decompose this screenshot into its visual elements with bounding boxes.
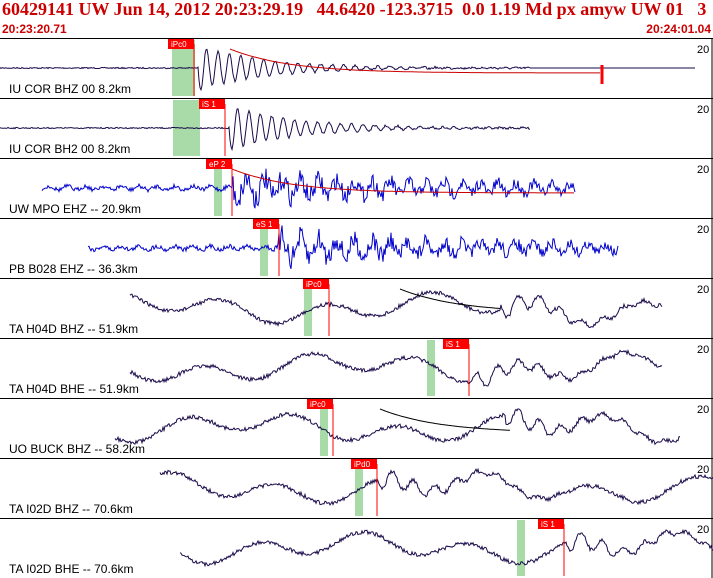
waveform — [114, 408, 681, 446]
pick-uncertainty-band — [427, 340, 435, 396]
waveform — [0, 108, 531, 152]
pick-uncertainty-band — [355, 460, 363, 516]
pick-marker[interactable] — [168, 39, 194, 49]
waveform — [0, 48, 531, 92]
trace-label: PB B028 EHZ -- 36.3km — [9, 262, 138, 276]
pick-marker[interactable] — [443, 339, 469, 349]
pick-label: eS 1 — [256, 220, 273, 229]
trace-label: IU COR BH2 00 8.2km — [9, 142, 130, 156]
pick-uncertainty-band — [517, 520, 525, 576]
scale-label: 20 — [697, 524, 709, 536]
trace-label: UO BUCK BHZ -- 58.2km — [9, 442, 145, 456]
coda-fit-curve — [231, 168, 574, 194]
coda-fit-curve — [229, 48, 600, 74]
trace-row[interactable]: iPd0 TA I02D BHZ -- 70.6km 20 — [9, 459, 713, 516]
trace-row[interactable]: iPc0 IU COR BHZ 00 8.2km 20 — [0, 39, 709, 96]
waveform — [129, 349, 663, 387]
trace-row[interactable]: iS 1 TA I02D BHE -- 70.6km 20 — [9, 519, 713, 576]
event-title: 60429141 UW Jun 14, 2012 20:23:29.19 44.… — [2, 0, 707, 19]
header: 60429141 UW Jun 14, 2012 20:23:29.19 44.… — [0, 0, 713, 36]
pick-label: iS 1 — [202, 100, 216, 109]
trace-label: TA I02D BHE -- 70.6km — [9, 562, 133, 576]
pick-label: iPd0 — [354, 460, 371, 469]
pick-label: eP 2 — [209, 160, 226, 169]
pick-uncertainty-band — [214, 160, 222, 216]
trace-row[interactable]: iS 1 TA H04D BHE -- 51.9km 20 — [9, 339, 709, 396]
pick-label: iS 1 — [541, 520, 555, 529]
pick-marker[interactable] — [199, 99, 225, 109]
scale-label: 20 — [697, 404, 709, 416]
end-time: 20:24:01.04 — [646, 22, 711, 36]
pick-uncertainty-band — [304, 280, 312, 336]
pick-marker[interactable] — [351, 459, 377, 469]
start-time: 20:23:20.71 — [2, 22, 67, 36]
scale-label: 20 — [697, 344, 709, 356]
trace-label: TA H04D BHZ -- 51.9km — [9, 322, 138, 336]
waveform — [41, 168, 576, 209]
pick-marker[interactable] — [303, 279, 329, 289]
trace-row[interactable]: iPc0 TA H04D BHZ -- 51.9km 20 — [9, 279, 709, 336]
scale-label: 20 — [697, 224, 709, 236]
scale-label: 20 — [697, 464, 709, 476]
trace-row[interactable]: eP 2 UW MPO EHZ -- 20.9km 20 — [9, 159, 709, 216]
pick-label: iPc0 — [310, 400, 326, 409]
trace-label: UW MPO EHZ -- 20.9km — [9, 202, 141, 216]
pick-marker[interactable] — [307, 399, 333, 409]
pick-marker[interactable] — [206, 159, 232, 169]
trace-row[interactable]: iS 1 IU COR BH2 00 8.2km 20 — [0, 99, 709, 156]
seismogram-panel[interactable]: iPc0 IU COR BHZ 00 8.2km 20 iS 1 IU COR BH2 … — [0, 36, 713, 578]
trace-row[interactable]: eS 1 PB B028 EHZ -- 36.3km 20 — [9, 219, 709, 276]
waveform — [129, 289, 663, 329]
coda-fit-curve — [399, 288, 501, 309]
waveform — [87, 225, 619, 269]
scale-label: 20 — [697, 284, 709, 296]
trace-row[interactable]: iPc0 UO BUCK BHZ -- 58.2km 20 — [9, 399, 709, 456]
pick-marker[interactable] — [253, 219, 279, 229]
pick-label: iS 1 — [446, 340, 460, 349]
trace-label: TA H04D BHE -- 51.9km — [9, 382, 139, 396]
waveform — [159, 467, 713, 506]
trace-label: IU COR BHZ 00 8.2km — [9, 82, 131, 96]
scale-label: 20 — [697, 104, 709, 116]
pick-marker[interactable] — [538, 519, 564, 529]
coda-fit-curve — [379, 408, 511, 431]
scale-label: 20 — [697, 164, 709, 176]
pick-uncertainty-band — [320, 400, 328, 456]
pick-label: iPc0 — [306, 280, 322, 289]
waveform — [179, 528, 713, 568]
scale-label: 20 — [697, 44, 709, 56]
pick-label: iPc0 — [171, 40, 187, 49]
trace-label: TA I02D BHZ -- 70.6km — [9, 502, 133, 516]
